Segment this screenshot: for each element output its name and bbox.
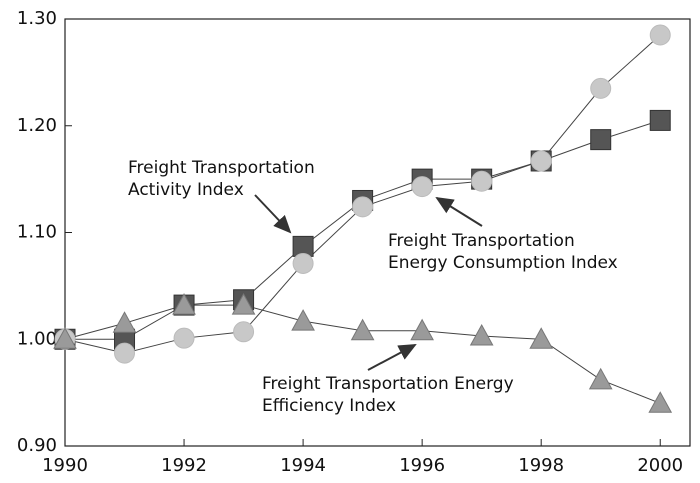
y-tick-label: 1.30 <box>17 8 57 29</box>
triangle-marker <box>112 311 137 333</box>
square-marker <box>649 109 671 131</box>
annotation-line: Efficiency Index <box>262 396 397 416</box>
y-tick-label: 1.00 <box>17 328 57 349</box>
triangle-marker <box>410 318 434 341</box>
annotation-line: Freight Transportation Energy <box>262 374 514 394</box>
triangle-marker <box>529 327 554 349</box>
triangle-marker <box>291 309 315 331</box>
y-tick-label: 1.20 <box>17 115 57 136</box>
x-tick-label: 1992 <box>161 455 207 476</box>
annotation: Freight Transportation Energy Efficiency … <box>262 373 514 417</box>
circle-marker <box>114 342 136 364</box>
arrow <box>254 194 292 234</box>
circle-marker <box>649 24 671 46</box>
circle-marker <box>411 176 433 198</box>
arrow <box>435 196 483 227</box>
x-tick-label: 1996 <box>399 455 445 476</box>
x-tick-label: 1998 <box>518 455 564 476</box>
annotation-line: Activity Index <box>128 180 244 200</box>
circle-marker <box>530 150 552 172</box>
triangle-marker <box>469 324 494 346</box>
triangle-marker <box>231 293 256 315</box>
triangle-marker <box>350 318 375 341</box>
square-marker <box>590 129 612 151</box>
circle-marker <box>352 196 374 218</box>
y-tick-label: 0.90 <box>17 435 57 456</box>
y-tick-label: 1.10 <box>17 222 57 243</box>
triangle-marker <box>53 327 77 349</box>
circle-marker <box>590 77 612 99</box>
circle-marker <box>233 321 255 343</box>
circle-marker <box>292 252 314 274</box>
x-tick-label: 1990 <box>42 455 88 476</box>
circle-marker <box>173 327 195 349</box>
annotation: Freight Transportation Energy Consumption… <box>388 230 618 274</box>
annotation-line: Freight Transportation <box>388 231 575 251</box>
annotation: Freight Transportation Activity Index <box>128 157 315 201</box>
annotation-line: Freight Transportation <box>128 158 315 178</box>
triangle-marker <box>172 293 196 315</box>
x-tick-label: 1994 <box>280 455 326 476</box>
circle-marker <box>471 170 493 192</box>
arrow <box>367 344 417 371</box>
x-tick-label: 2000 <box>637 455 683 476</box>
triangle-marker <box>648 391 673 413</box>
annotation-line: Energy Consumption Index <box>388 253 618 273</box>
triangle-marker <box>588 367 613 390</box>
